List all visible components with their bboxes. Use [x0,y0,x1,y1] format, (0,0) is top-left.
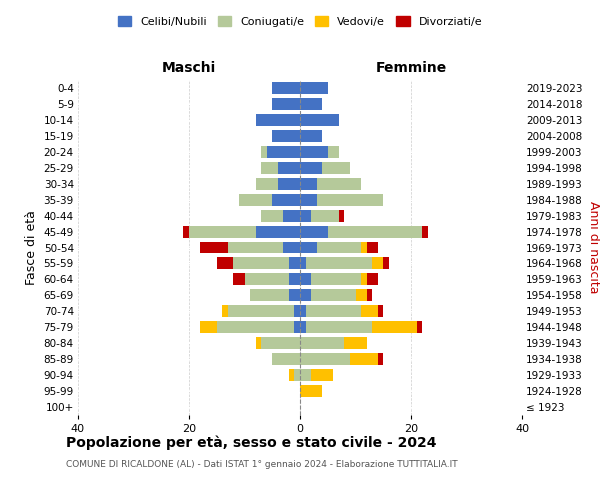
Bar [283,210,300,222]
Bar [272,98,300,110]
Bar [245,274,289,285]
Bar [300,242,317,254]
Bar [272,353,300,365]
Bar [289,274,300,285]
Bar [189,226,256,237]
Bar [300,385,322,397]
Bar [367,242,378,254]
Bar [217,258,233,270]
Bar [233,274,245,285]
Bar [328,146,339,158]
Bar [300,114,339,126]
Bar [300,322,305,333]
Bar [261,146,266,158]
Bar [278,178,300,190]
Bar [328,226,422,237]
Text: Maschi: Maschi [162,61,216,75]
Bar [261,162,278,173]
Bar [367,290,372,302]
Bar [200,322,217,333]
Bar [372,258,383,270]
Bar [295,306,300,318]
Bar [272,130,300,142]
Bar [256,178,278,190]
Bar [378,306,383,318]
Bar [300,306,305,318]
Bar [300,369,311,381]
Bar [300,274,311,285]
Bar [344,337,367,349]
Bar [300,146,328,158]
Bar [317,242,361,254]
Bar [300,353,350,365]
Bar [361,306,378,318]
Bar [295,322,300,333]
Bar [300,258,305,270]
Bar [300,226,328,237]
Bar [256,226,300,237]
Bar [300,82,328,94]
Bar [184,226,189,237]
Bar [256,114,300,126]
Bar [422,226,428,237]
Legend: Celibi/Nubili, Coniugati/e, Vedovi/e, Divorziati/e: Celibi/Nubili, Coniugati/e, Vedovi/e, Di… [113,12,487,32]
Bar [300,290,311,302]
Bar [311,274,361,285]
Bar [305,306,361,318]
Bar [300,130,322,142]
Bar [300,178,317,190]
Bar [322,162,350,173]
Bar [272,82,300,94]
Y-axis label: Fasce di età: Fasce di età [25,210,38,285]
Bar [355,290,367,302]
Bar [261,337,300,349]
Text: Popolazione per età, sesso e stato civile - 2024: Popolazione per età, sesso e stato civil… [66,435,437,450]
Bar [300,162,322,173]
Bar [278,162,300,173]
Bar [239,194,272,205]
Bar [250,290,289,302]
Bar [317,178,361,190]
Bar [266,146,300,158]
Bar [228,306,295,318]
Bar [361,242,367,254]
Bar [222,306,228,318]
Bar [300,210,311,222]
Y-axis label: Anni di nascita: Anni di nascita [587,201,599,294]
Text: COMUNE DI RICALDONE (AL) - Dati ISTAT 1° gennaio 2024 - Elaborazione TUTTITALIA.: COMUNE DI RICALDONE (AL) - Dati ISTAT 1°… [66,460,458,469]
Bar [372,322,416,333]
Bar [200,242,228,254]
Bar [317,194,383,205]
Bar [289,290,300,302]
Bar [289,258,300,270]
Bar [300,98,322,110]
Bar [378,353,383,365]
Bar [350,353,378,365]
Bar [300,337,344,349]
Bar [311,290,355,302]
Bar [311,210,339,222]
Bar [305,322,372,333]
Bar [217,322,295,333]
Bar [261,210,283,222]
Bar [283,242,300,254]
Bar [416,322,422,333]
Bar [339,210,344,222]
Bar [367,274,378,285]
Bar [256,337,261,349]
Bar [383,258,389,270]
Bar [311,369,334,381]
Bar [295,369,300,381]
Bar [228,242,283,254]
Bar [361,274,367,285]
Bar [300,194,317,205]
Bar [272,194,300,205]
Text: Femmine: Femmine [376,61,446,75]
Bar [305,258,372,270]
Bar [289,369,295,381]
Bar [233,258,289,270]
